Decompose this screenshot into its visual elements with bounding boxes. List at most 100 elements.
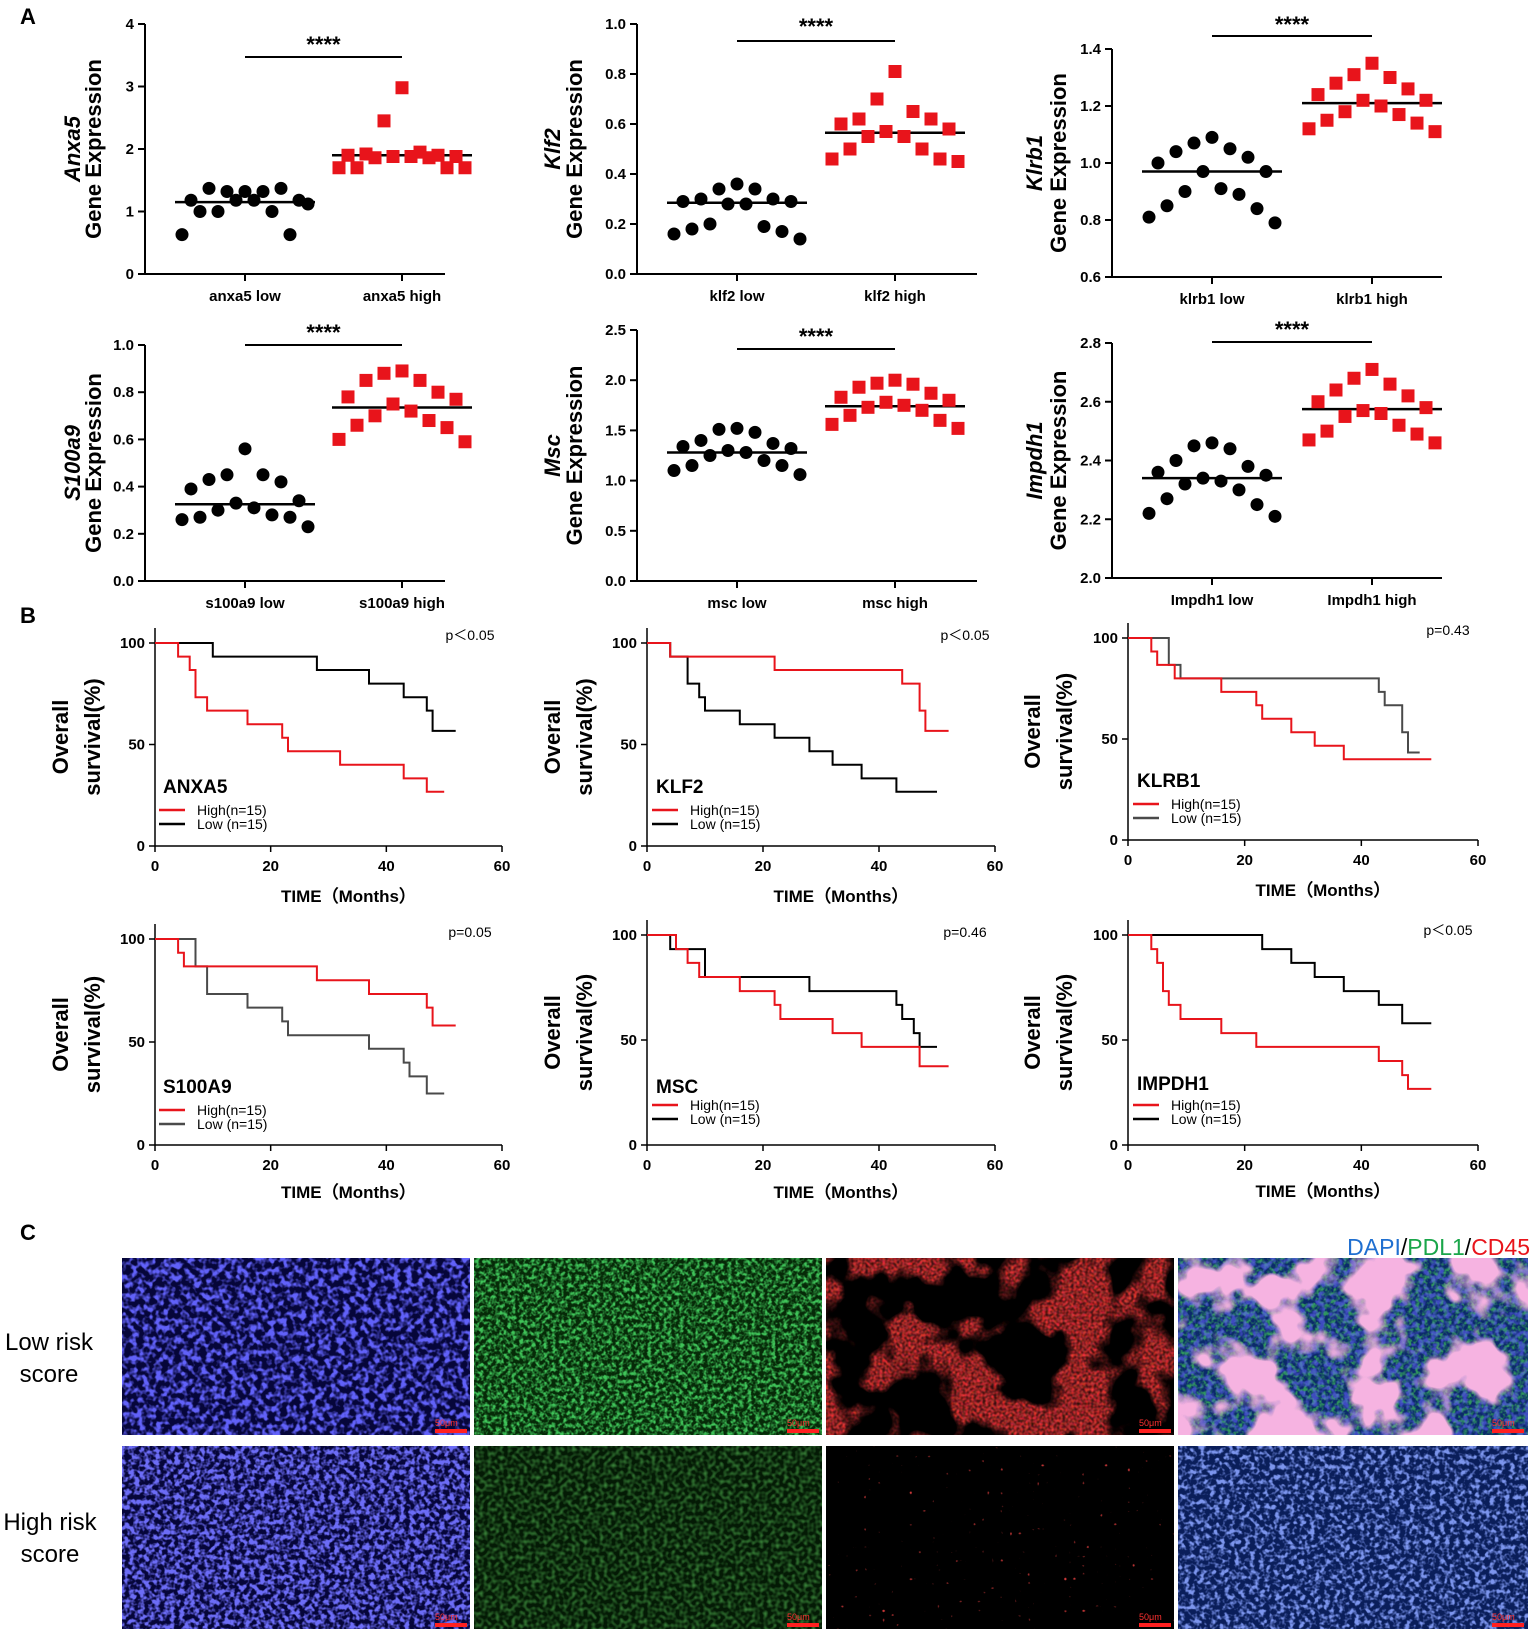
stain-sep-1: / — [1401, 1234, 1408, 1260]
y-tick-label: 1.0 — [113, 337, 134, 354]
p-value: p＜0.05 — [445, 627, 494, 643]
data-point-low — [229, 496, 243, 510]
row-label-low-risk: Low risk score — [5, 1329, 94, 1388]
data-point-low — [175, 513, 189, 527]
survival-chart-impdh1: 0 50 100 0 20 40 60 Overall survival(%) TIME（Mont… — [1020, 920, 1486, 1201]
x-tick-label: 20 — [1236, 1157, 1253, 1174]
scale-bar-low-pdl1: 50μm — [787, 1418, 819, 1433]
data-point-high — [1356, 404, 1370, 418]
x-tick-label: 40 — [1353, 1157, 1370, 1174]
data-point-low — [1187, 439, 1201, 453]
legend-label: High(n=15) — [197, 1102, 267, 1118]
scatter-chart-klf2: 0.0 0.2 0.4 0.6 0.8 1.0 klf2 low klf2 high Klf2G… — [540, 14, 977, 305]
y-axis-title: Gene Expression — [1046, 73, 1071, 253]
data-point-low — [784, 441, 798, 455]
gene-name: KLF2 — [656, 777, 704, 798]
y-tick-label: 0 — [629, 838, 637, 855]
data-point-high — [1383, 377, 1397, 391]
gene-name-label: Anxa5 — [60, 115, 85, 183]
data-point-high — [1329, 383, 1343, 397]
image-low-merge — [1178, 1258, 1528, 1435]
data-point-high — [861, 130, 875, 143]
y-tick-label: 3 — [126, 79, 134, 96]
image-low-cd45 — [826, 1258, 1174, 1435]
data-point-low — [757, 220, 771, 233]
data-point-low — [1232, 483, 1246, 497]
data-point-high — [861, 400, 875, 414]
y-axis-title-line1: Overall — [1020, 694, 1045, 769]
data-point-high — [386, 150, 400, 163]
data-point-low — [1214, 182, 1228, 196]
data-point-low — [1178, 477, 1192, 491]
survival-chart-s100a9: 0 50 100 0 20 40 60 Overall survival(%) TIME（Mont… — [48, 924, 510, 1202]
data-point-high — [1302, 122, 1316, 136]
data-point-high — [924, 112, 938, 126]
data-point-low — [766, 192, 780, 206]
data-point-low — [1196, 471, 1210, 485]
y-tick-label: 1.4 — [1080, 41, 1102, 58]
data-point-low — [748, 182, 762, 196]
data-point-high — [404, 404, 418, 418]
scale-label: 50μm — [787, 1418, 810, 1428]
data-point-high — [951, 421, 965, 435]
survival-curve-high — [647, 934, 949, 1068]
data-point-high — [449, 150, 463, 163]
survival-curve-high — [1128, 637, 1432, 761]
data-point-high — [449, 392, 463, 406]
data-point-high — [1365, 362, 1379, 376]
y-tick-label: 0.2 — [113, 526, 134, 543]
row-label-high-risk: High risk score — [3, 1509, 97, 1568]
image-high-merge — [1178, 1446, 1528, 1629]
data-point-high — [386, 397, 400, 411]
y-axis-title-line1: Overall — [1020, 995, 1045, 1070]
x-category-label: msc low — [707, 595, 767, 612]
data-point-low — [1223, 442, 1237, 456]
data-point-high — [834, 390, 848, 404]
data-point-low — [1205, 436, 1219, 450]
data-point-low — [730, 177, 744, 191]
gene-name: S100A9 — [163, 1077, 232, 1098]
y-tick-label: 2.4 — [1080, 453, 1102, 470]
data-point-low — [1169, 454, 1183, 467]
data-point-high — [368, 151, 382, 165]
data-point-high — [359, 373, 373, 387]
y-tick-label: 0.6 — [1080, 269, 1101, 286]
gene-name: IMPDH1 — [1137, 1074, 1209, 1095]
data-point-low — [784, 195, 798, 208]
x-tick-label: 40 — [871, 858, 888, 875]
data-point-low — [238, 442, 252, 456]
survival-curve-low — [647, 934, 937, 1048]
stain-sep-2: / — [1465, 1234, 1472, 1260]
x-tick-label: 60 — [987, 1157, 1004, 1174]
p-value: p=0.43 — [1426, 622, 1469, 638]
data-point-low — [775, 225, 789, 238]
x-axis-title: TIME（Months） — [281, 1182, 416, 1202]
scale-bar-high-cd45: 50μm — [1139, 1612, 1171, 1627]
x-tick-label: 0 — [1124, 1157, 1132, 1174]
data-point-low — [712, 182, 726, 196]
scale-label: 50μm — [1492, 1418, 1515, 1428]
x-axis-title: TIME（Months） — [281, 886, 416, 906]
legend-label: Low (n=15) — [690, 1111, 760, 1127]
p-value: p=0.46 — [943, 924, 986, 940]
survival-curve-low — [1128, 934, 1432, 1025]
y-tick-label: 50 — [128, 737, 145, 754]
data-point-high — [1320, 113, 1334, 127]
data-point-high — [870, 92, 884, 106]
y-tick-label: 0.6 — [605, 116, 626, 133]
data-point-high — [834, 117, 848, 131]
x-category-label: klrb1 low — [1179, 291, 1244, 308]
data-point-low — [676, 439, 690, 453]
scale-bar-low-merge: 50μm — [1492, 1418, 1524, 1433]
data-point-high — [422, 151, 436, 165]
data-point-low — [1205, 130, 1219, 144]
y-tick-label: 2.0 — [1080, 570, 1101, 587]
x-category-label: s100a9 high — [359, 595, 445, 612]
scale-bar-high-merge: 50μm — [1492, 1612, 1524, 1627]
significance-stars: **** — [1275, 317, 1310, 342]
image-high-dapi — [122, 1446, 470, 1629]
data-point-high — [1338, 105, 1352, 119]
p-value: p＜0.05 — [940, 627, 989, 643]
data-point-high — [404, 150, 418, 163]
